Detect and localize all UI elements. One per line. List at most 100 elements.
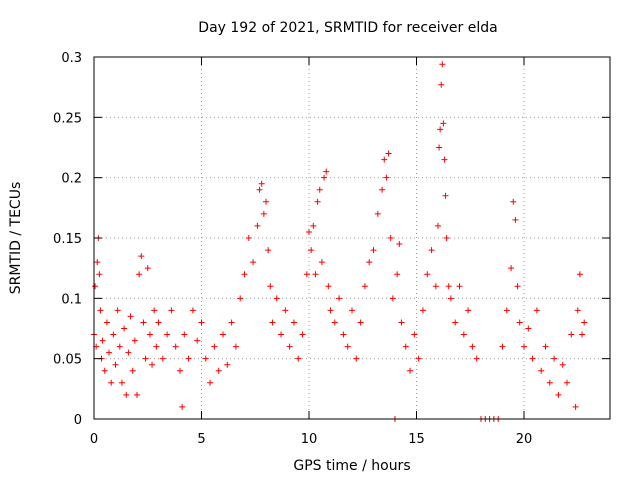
data-point	[263, 198, 269, 205]
data-point	[442, 192, 449, 199]
data-point	[415, 355, 422, 362]
y-tick-label: 0.05	[53, 353, 82, 368]
data-point	[435, 222, 441, 229]
data-point	[428, 247, 435, 254]
data-point	[258, 180, 265, 187]
data-point	[202, 355, 209, 362]
data-point	[581, 319, 588, 326]
data-point	[278, 331, 285, 338]
x-tick-label: 10	[301, 432, 318, 447]
data-point	[314, 198, 321, 205]
data-point	[321, 174, 328, 181]
x-tick-label: 0	[90, 432, 98, 447]
data-point	[224, 361, 231, 368]
data-point	[189, 307, 196, 314]
data-point	[96, 271, 103, 278]
grid-layer	[94, 57, 610, 419]
y-tick-label: 0.25	[53, 111, 82, 126]
data-point	[114, 307, 121, 314]
data-point	[387, 235, 394, 241]
data-point	[286, 343, 293, 350]
data-point	[146, 331, 153, 338]
data-point	[529, 355, 536, 362]
data-point	[153, 343, 160, 350]
data-point	[308, 247, 315, 254]
y-tick-label: 0.3	[61, 51, 82, 66]
data-point	[149, 361, 156, 368]
data-point	[310, 222, 317, 229]
data-point	[164, 331, 171, 338]
data-point	[325, 283, 332, 290]
data-point	[118, 379, 125, 386]
data-point	[103, 319, 110, 326]
y-tick-label: 0.2	[61, 172, 82, 187]
data-point	[151, 307, 158, 314]
data-point	[555, 391, 562, 398]
y-axis-title: SRMTID / TECUs	[8, 182, 24, 295]
data-point	[579, 331, 586, 338]
data-point	[344, 343, 351, 350]
data-point	[438, 81, 445, 88]
data-point	[101, 367, 108, 374]
data-point	[144, 265, 151, 272]
data-point	[374, 210, 381, 217]
data-point	[220, 331, 226, 338]
data-point	[316, 186, 323, 193]
data-point	[538, 367, 545, 374]
data-point	[521, 343, 527, 350]
data-point	[198, 319, 205, 326]
data-point	[228, 319, 235, 326]
data-point	[179, 403, 186, 410]
data-point	[142, 355, 149, 362]
data-point	[440, 120, 447, 127]
data-point	[394, 271, 401, 278]
data-point	[510, 198, 517, 205]
data-point	[381, 156, 388, 163]
data-point	[127, 313, 134, 320]
data-point	[370, 247, 377, 254]
data-point	[542, 343, 549, 350]
data-point	[407, 367, 414, 374]
data-point	[254, 222, 261, 229]
data-point	[108, 379, 115, 386]
y-tick-label: 0.15	[53, 232, 82, 247]
data-point	[398, 319, 405, 326]
points-layer	[91, 61, 588, 422]
data-point	[323, 168, 330, 175]
data-point	[503, 307, 510, 314]
data-point	[106, 349, 113, 356]
data-point	[168, 307, 175, 314]
data-point	[250, 259, 257, 266]
data-point	[112, 361, 119, 368]
data-point	[396, 241, 403, 248]
data-point	[456, 283, 463, 290]
ticks-layer	[93, 56, 610, 420]
data-point	[136, 271, 143, 278]
data-point	[512, 216, 519, 223]
data-point	[125, 349, 132, 356]
data-point	[177, 367, 183, 374]
x-tick-label: 20	[516, 432, 533, 447]
data-point	[92, 283, 99, 290]
data-point	[282, 307, 289, 314]
data-point	[110, 331, 117, 338]
data-point	[568, 331, 575, 338]
data-point	[123, 391, 130, 398]
data-point	[447, 295, 454, 302]
data-point	[140, 319, 147, 326]
data-point	[385, 150, 392, 157]
data-point	[194, 337, 201, 344]
data-point	[327, 307, 334, 314]
data-point	[265, 247, 272, 254]
data-point	[533, 307, 540, 314]
data-point	[473, 355, 480, 362]
data-point	[441, 156, 448, 163]
data-point	[131, 337, 138, 344]
data-point	[432, 283, 439, 290]
data-point	[273, 295, 280, 302]
data-point	[514, 283, 521, 290]
data-point	[269, 319, 276, 326]
y-tick-label: 0.1	[61, 292, 82, 307]
